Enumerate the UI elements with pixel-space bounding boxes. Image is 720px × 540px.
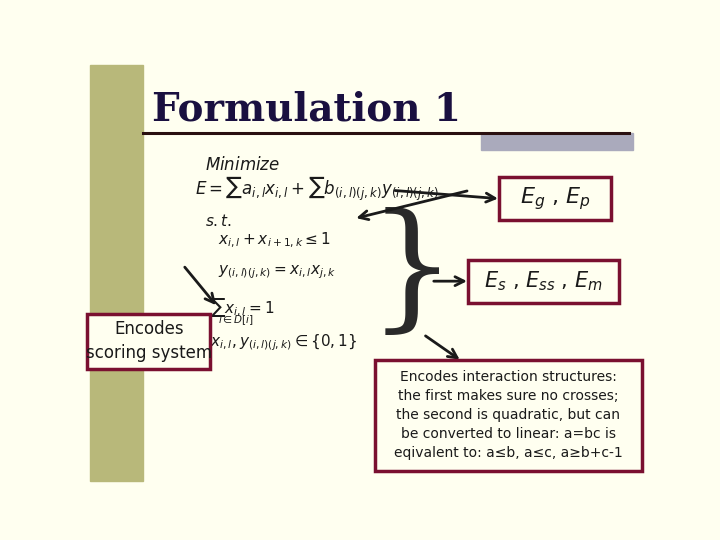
Text: $x_{i,l} + x_{i+1,k} \leq 1$: $x_{i,l} + x_{i+1,k} \leq 1$ (218, 231, 330, 249)
Text: $\sum x_{i,l} = 1$: $\sum x_{i,l} = 1$ (210, 296, 274, 319)
Text: $x_{i,l}, y_{(i,l)(j,k)} \in \{0,1\}$: $x_{i,l}, y_{(i,l)(j,k)} \in \{0,1\}$ (210, 333, 357, 353)
Bar (482, 132, 632, 150)
Text: }: } (367, 207, 456, 341)
Text: Formulation 1: Formulation 1 (152, 91, 461, 129)
Text: Encodes interaction structures:
the first makes sure no crosses;
the second is q: Encodes interaction structures: the firs… (394, 370, 623, 460)
FancyBboxPatch shape (499, 177, 611, 220)
FancyBboxPatch shape (468, 260, 618, 303)
FancyBboxPatch shape (375, 360, 642, 470)
Text: $\mathit{E} = \sum a_{i,l}x_{i,l} + \sum b_{(i,l)(j,k)}y_{(i,l)(j,k)}$: $\mathit{E} = \sum a_{i,l}x_{i,l} + \sum… (194, 175, 438, 203)
Bar (90, 65, 143, 481)
Text: Encodes
scoring system: Encodes scoring system (86, 320, 212, 362)
Text: $\mathit{Minimize}$: $\mathit{Minimize}$ (204, 156, 280, 174)
Text: $y_{(i,l)(j,k)} = x_{i,l}x_{j,k}$: $y_{(i,l)(j,k)} = x_{i,l}x_{j,k}$ (218, 264, 336, 281)
Text: $l\in D[i]$: $l\in D[i]$ (218, 314, 254, 327)
Text: $E_g$ , $E_p$: $E_g$ , $E_p$ (520, 185, 590, 212)
Text: $\mathit{s.t.}$: $\mathit{s.t.}$ (204, 213, 232, 228)
FancyBboxPatch shape (87, 314, 210, 369)
Text: $E_s$ , $E_{ss}$ , $E_m$: $E_s$ , $E_{ss}$ , $E_m$ (484, 269, 603, 293)
